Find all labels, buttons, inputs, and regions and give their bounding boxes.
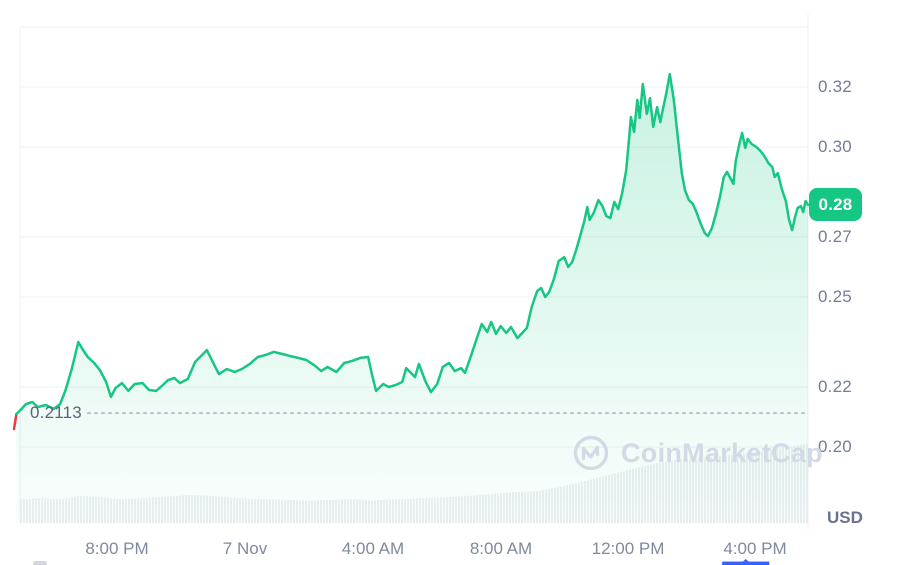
y-axis-tick-label: 0.20 — [818, 437, 852, 456]
y-axis-tick-label: 0.30 — [818, 137, 852, 156]
x-axis-tick-label: 4:00 AM — [341, 539, 405, 558]
x-axis-tick-label: 4:00 PM — [723, 539, 787, 558]
y-axis-tick-label: 0.32 — [818, 77, 852, 96]
x-axis-tick-label: 7 Nov — [222, 539, 268, 558]
current-price-badge: 0.28 — [809, 188, 862, 221]
currency-unit-label: USD — [827, 508, 863, 527]
x-axis-tick-label: 8:00 PM — [85, 539, 149, 558]
y-axis-tick-label: 0.25 — [818, 287, 852, 306]
x-axis-tick-label: 8:00 AM — [469, 539, 533, 558]
y-axis-tick-label: 0.22 — [818, 377, 852, 396]
x-axis-tick-label: 12:00 PM — [591, 539, 665, 558]
scrollbar-track-pill[interactable] — [33, 561, 47, 565]
open-price-label: 0.2113 — [30, 403, 82, 423]
y-axis-tick-label: 0.27 — [818, 227, 852, 246]
timeline-scrollbar-thumb[interactable] — [685, 559, 815, 565]
